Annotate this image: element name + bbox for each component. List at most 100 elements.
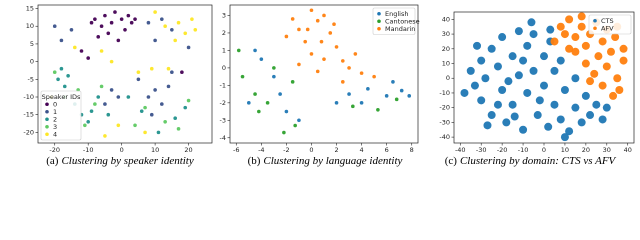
point (59, 38, 64, 43)
point (594, 52, 603, 61)
y-tick-label: 2 (222, 29, 226, 37)
point (146, 20, 151, 25)
x-tick-label: 6 (385, 146, 389, 154)
point (533, 111, 542, 120)
point (615, 86, 624, 95)
point (508, 100, 517, 109)
legend-label: 2 (53, 115, 57, 123)
caption: (c) Clustering by domain: CTS vs AFV (445, 155, 617, 167)
point (590, 69, 599, 78)
point (293, 123, 297, 128)
caption-text: Clustering by domain: CTS vs AFV (460, 155, 617, 167)
point (106, 31, 111, 36)
point (89, 109, 94, 113)
point (253, 48, 257, 53)
point (160, 102, 164, 106)
point (123, 27, 127, 32)
legend-box (40, 90, 82, 141)
y-tick-label: -15 (23, 111, 34, 119)
point (535, 96, 544, 105)
point (571, 74, 580, 83)
y-tick-label: -1 (220, 81, 226, 89)
point (560, 86, 569, 95)
point (69, 27, 74, 32)
caption-label: (c) (445, 155, 458, 167)
y-tick-label: -20 (439, 104, 450, 112)
point (556, 22, 565, 31)
plot-frame (37, 4, 213, 144)
point (540, 81, 548, 90)
point (103, 13, 107, 18)
y-tick-label: 15 (26, 5, 34, 13)
point (571, 103, 580, 112)
point (272, 74, 276, 79)
point (149, 112, 154, 117)
point (529, 30, 538, 39)
point (103, 102, 107, 106)
point (240, 74, 245, 79)
point (550, 66, 559, 75)
legend-marker (593, 26, 597, 31)
point (133, 17, 137, 21)
point (332, 22, 336, 27)
point (303, 39, 308, 44)
point (160, 17, 164, 21)
point (613, 74, 622, 83)
legend-marker (377, 19, 381, 24)
point (493, 100, 502, 109)
point (284, 34, 289, 39)
point (119, 17, 124, 21)
point (319, 39, 324, 44)
y-tick-label: 0 (446, 74, 450, 82)
point (498, 86, 507, 95)
point (519, 125, 528, 134)
point (334, 45, 339, 49)
legend-label: 0 (53, 100, 57, 108)
point (290, 80, 295, 84)
point (136, 70, 141, 75)
point (170, 70, 174, 75)
point (253, 92, 257, 96)
point (139, 109, 144, 113)
point (565, 15, 574, 24)
y-tick-label: -4 (220, 134, 226, 142)
point (376, 108, 380, 112)
y-tick-label: 40 (442, 15, 450, 23)
x-tick-label: -10 (518, 146, 529, 154)
point (477, 96, 486, 105)
y-tick-label: 30 (442, 30, 450, 38)
point (510, 112, 519, 121)
x-tick-label: -2 (283, 146, 289, 154)
point (544, 122, 553, 131)
y-tick-label: -20 (23, 128, 34, 136)
point (347, 66, 351, 70)
point (62, 84, 67, 89)
y-tick-label: 3 (222, 11, 226, 19)
legend-marker (45, 124, 49, 129)
point (193, 27, 198, 32)
point (577, 12, 586, 21)
point (83, 123, 87, 128)
point (59, 66, 64, 71)
legend-marker (593, 18, 597, 23)
x-tick-label: 0 (309, 146, 313, 154)
plot-frame (453, 11, 635, 144)
x-tick-label: 8 (410, 146, 414, 154)
legend-marker (45, 102, 49, 107)
legend-marker (377, 26, 381, 31)
point (540, 52, 548, 61)
point (99, 49, 104, 53)
point (96, 35, 101, 39)
point (136, 77, 141, 82)
y-tick-label: -10 (23, 93, 34, 101)
point (619, 44, 628, 53)
point (341, 80, 345, 84)
point (272, 66, 276, 70)
point (257, 109, 261, 114)
point (550, 37, 559, 46)
caption-label: (a) (46, 155, 59, 167)
point (470, 81, 479, 90)
